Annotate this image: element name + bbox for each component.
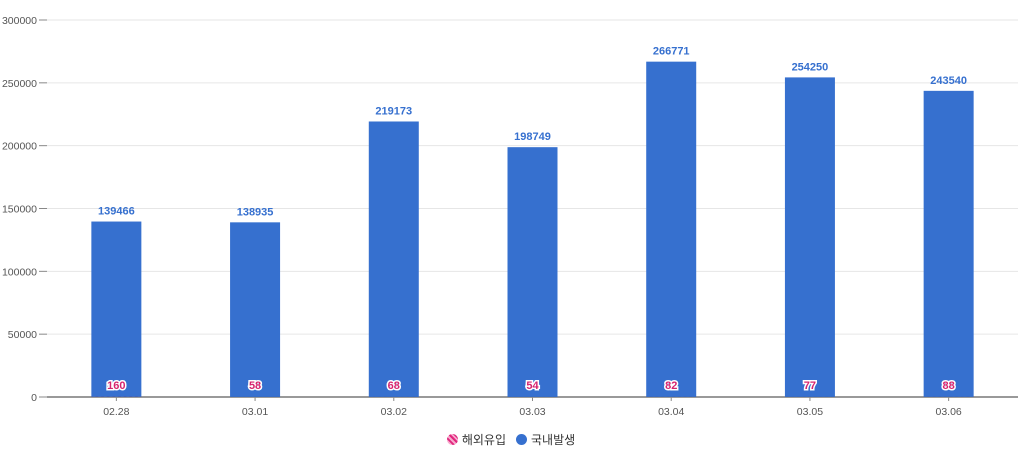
- bar-domestic: [230, 222, 280, 397]
- bar-domestic: [91, 222, 141, 397]
- data-label-domestic: 243540: [930, 75, 967, 87]
- x-tick-label: 03.04: [658, 406, 684, 418]
- bar-domestic: [369, 121, 419, 396]
- data-label-domestic: 254250: [792, 61, 829, 73]
- y-tick-label: 0: [31, 392, 37, 404]
- data-label-domestic: 198749: [514, 131, 551, 143]
- legend: 해외유입 국내발생: [0, 429, 1022, 449]
- y-tick-label: 150000: [2, 204, 37, 216]
- legend-label-overseas: 해외유입: [462, 431, 506, 448]
- data-label-domestic: 266771: [653, 46, 690, 58]
- y-tick-label: 300000: [2, 15, 37, 27]
- x-tick-label: 03.02: [381, 406, 407, 418]
- y-tick-label: 100000: [2, 266, 37, 278]
- x-tick-label: 03.03: [519, 406, 545, 418]
- bar-domestic: [785, 77, 835, 397]
- data-label-overseas: 68: [388, 380, 400, 392]
- y-tick-label: 50000: [8, 329, 37, 341]
- legend-label-domestic: 국내발생: [531, 431, 575, 448]
- data-label-overseas: 77: [804, 380, 816, 392]
- data-label-overseas: 58: [249, 380, 261, 392]
- data-label-domestic: 138935: [237, 206, 274, 218]
- bar-domestic: [646, 62, 696, 397]
- data-label-overseas: 82: [665, 380, 677, 392]
- x-tick-label: 03.06: [936, 406, 962, 418]
- data-label-overseas: 88: [943, 380, 955, 392]
- data-label-domestic: 139466: [98, 206, 135, 218]
- x-tick-label: 02.28: [103, 406, 129, 418]
- hatched-circle-icon: [447, 434, 458, 445]
- legend-item-domestic[interactable]: 국내발생: [516, 431, 575, 448]
- bar-domestic: [924, 91, 974, 397]
- data-label-overseas: 160: [107, 380, 125, 392]
- bar-domestic: [508, 147, 558, 397]
- x-tick-label: 03.01: [242, 406, 268, 418]
- data-label-domestic: 219173: [375, 105, 412, 117]
- y-tick-label: 250000: [2, 78, 37, 90]
- circle-icon: [516, 434, 527, 445]
- y-tick-label: 200000: [2, 141, 37, 153]
- legend-item-overseas[interactable]: 해외유입: [447, 431, 506, 448]
- data-label-overseas: 54: [526, 380, 539, 392]
- x-tick-label: 03.05: [797, 406, 823, 418]
